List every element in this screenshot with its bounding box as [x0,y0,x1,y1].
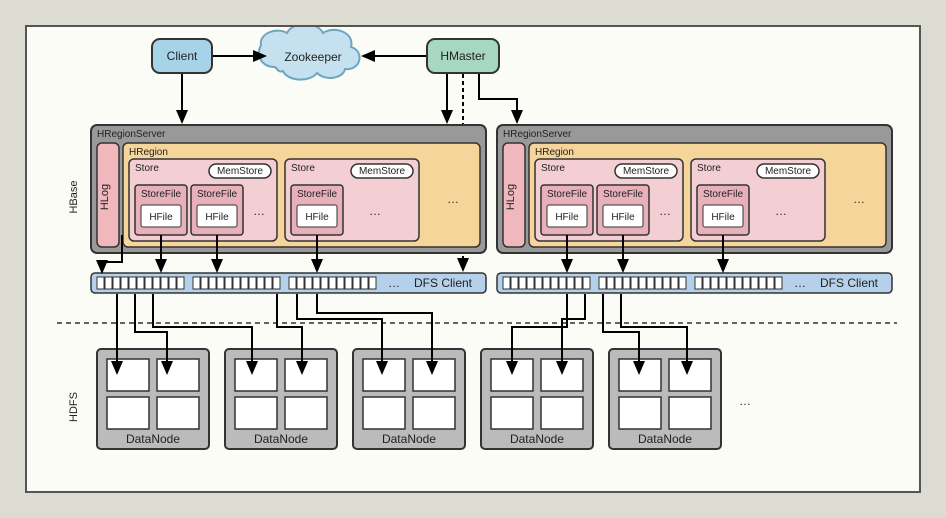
zookeeper-label: Zookeeper [284,50,341,64]
dfs2-label: DFS Client [820,276,879,290]
svg-text:Store: Store [541,163,565,174]
region-server-1: HRegionServer HLog HRegion Store MemStor… [91,125,486,253]
svg-text:DataNode: DataNode [638,432,692,446]
region-server-2: HRegionServer HLog HRegion Store MemStor… [497,125,892,253]
hbase-layer-label: HBase [68,180,80,213]
datanodes-ellipsis: … [739,394,751,408]
svg-text:DataNode: DataNode [126,432,180,446]
svg-text:HFile: HFile [611,212,635,223]
rs1-sf1-hfile: HFile [149,212,173,223]
arrow-hmaster-rs2 [479,74,517,122]
rs2-hregion-label: HRegion [535,147,574,158]
rs1-hregion-ellipsis: … [447,192,459,206]
rs1-s2-sf1-hfile: HFile [305,212,329,223]
svg-text:StoreFile: StoreFile [603,189,643,200]
client-label: Client [167,49,198,63]
svg-text:HFile: HFile [555,212,579,223]
svg-text:DataNode: DataNode [254,432,308,446]
datanodes: DataNode DataNode DataNode [97,349,751,449]
svg-text:MemStore: MemStore [765,166,812,177]
svg-text:DataNode: DataNode [510,432,564,446]
rs1-store1-ellipsis: … [253,204,265,218]
hmaster-label: HMaster [440,49,485,63]
rs1-store1-label: Store [135,163,159,174]
rs2-label: HRegionServer [503,129,572,140]
rs1-sf2-label: StoreFile [197,189,237,200]
rs1-sf1-label: StoreFile [141,189,181,200]
svg-text:Store: Store [697,163,721,174]
svg-text:…: … [853,192,865,206]
rs1-store1-memstore: MemStore [217,166,264,177]
rs1-s2-sf1-label: StoreFile [297,189,337,200]
rs1-store2-memstore: MemStore [359,166,406,177]
svg-text:…: … [775,204,787,218]
svg-text:MemStore: MemStore [623,166,670,177]
svg-text:StoreFile: StoreFile [547,189,587,200]
rs1-hregion-label: HRegion [129,147,168,158]
rs1-label: HRegionServer [97,129,166,140]
dfs1-label: DFS Client [414,276,473,290]
rs1-sf2-hfile: HFile [205,212,229,223]
svg-text:HFile: HFile [711,212,735,223]
svg-text:…: … [659,204,671,218]
rs1-store2-ellipsis: … [369,204,381,218]
rs2-hlog: HLog [505,184,517,210]
hdfs-layer-label: HDFS [68,392,80,422]
svg-text:DataNode: DataNode [382,432,436,446]
svg-text:StoreFile: StoreFile [703,189,743,200]
rs1-hlog: HLog [99,184,111,210]
rs1-store2-label: Store [291,163,315,174]
dfs1-ellipsis: … [388,276,400,290]
dfs2-ellipsis: … [794,276,806,290]
